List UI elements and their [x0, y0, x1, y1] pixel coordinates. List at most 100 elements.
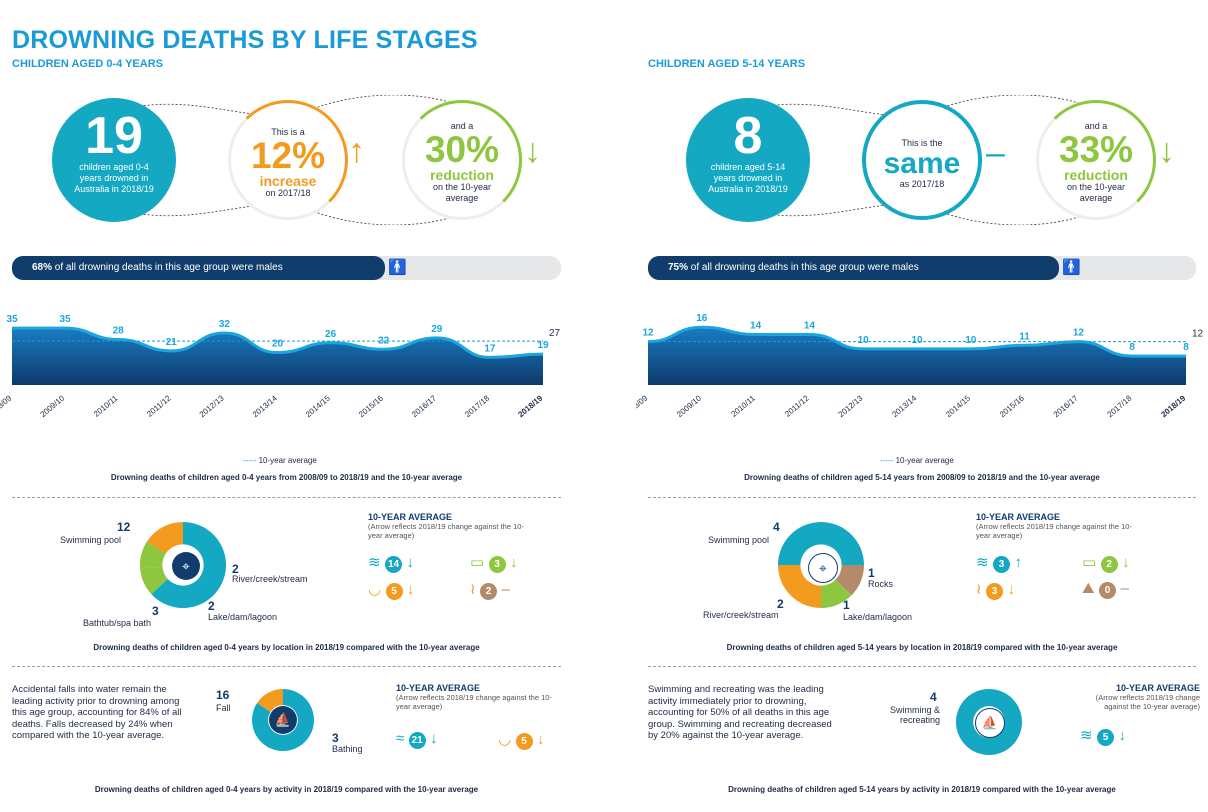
fall-icon: ≈ — [396, 730, 405, 747]
right-loc-river-value: 2 — [777, 597, 784, 611]
left-avg-intro: and a — [450, 121, 474, 131]
left-male-pct: 68% — [32, 262, 53, 273]
x-tick-label: 2011/12 — [783, 393, 811, 418]
right-location-donut — [778, 522, 864, 608]
left-act-avg-fall-value: 21 — [408, 732, 426, 749]
right-count-text: children aged 5-14 years drowned in Aust… — [708, 162, 788, 194]
left-loc-river-label: River/creek/stream — [232, 574, 308, 584]
right-loc-avg-rocks-arrow: – — [1120, 580, 1129, 597]
left-location-donut — [140, 522, 226, 608]
x-tick-label: 2008/09 — [0, 393, 14, 419]
right-legend: ----- 10-year average — [880, 456, 954, 465]
left-loc-avg-box: 10-YEAR AVERAGE (Arrow reflects 2018/19 … — [368, 512, 528, 540]
right-loc-avg-head: 10-YEAR AVERAGE — [976, 512, 1061, 522]
x-tick-label: 2010/11 — [92, 393, 120, 418]
left-activity-text: Accidental falls into water remain the l… — [12, 684, 182, 741]
right-avg-ref: on the 10-year average — [1066, 182, 1126, 203]
left-act-avg-fall-arrow: ↓ — [430, 730, 438, 747]
trend-area — [12, 328, 543, 385]
right-loc-avg-rocks-value: 0 — [1099, 582, 1117, 599]
right-avg-ring: and a 33% reduction on the 10-year avera… — [1036, 100, 1156, 220]
right-loc-avg-river-value: 3 — [986, 583, 1004, 600]
left-loc-avg-pool-arrow: ↓ — [406, 554, 414, 571]
data-label: 29 — [431, 324, 443, 335]
right-change-ring: This is the same as 2017/18 — [862, 100, 982, 220]
left-count-circle: 19 children aged 0-4 years drowned in Au… — [52, 98, 176, 222]
left-avg-ring: and a 30% reduction on the 10-year avera… — [402, 100, 522, 220]
x-tick-label: 2014/15 — [944, 393, 972, 419]
left-act-avg-bath-value: 5 — [515, 733, 533, 750]
right-act-avg-swim-arrow: ↓ — [1118, 727, 1126, 744]
left-act-avg-head: 10-YEAR AVERAGE — [396, 683, 481, 693]
right-divider-2 — [648, 666, 1196, 667]
pool-icon: ≋ — [976, 554, 989, 571]
left-loc-pool-label: Swimming pool — [60, 535, 122, 545]
left-loc-lake-value: 2 — [208, 599, 215, 613]
right-loc-rocks-value: 1 — [868, 566, 875, 580]
swim-icon: ≋ — [1080, 727, 1093, 744]
river-icon: ≀ — [470, 581, 476, 598]
left-connector-lines — [119, 95, 471, 225]
right-loc-avg-river-arrow: ↓ — [1007, 581, 1016, 598]
left-loc-bath-value: 3 — [152, 604, 159, 618]
donut-slice — [140, 541, 166, 569]
donut-slice — [140, 566, 168, 595]
data-label: 32 — [219, 319, 231, 330]
left-loc-avg-note: (Arrow reflects 2018/19 change against t… — [368, 522, 524, 540]
right-loc-avg-pool-value: 3 — [993, 556, 1011, 573]
right-loc-avg-item-pool: ≋ 3 ↑ — [976, 553, 1022, 573]
right-avg-value: 33% — [1058, 129, 1134, 170]
right-legend-label: 10-year average — [895, 456, 954, 465]
data-label: 10 — [911, 335, 923, 346]
right-trend-caption: Drowning deaths of children aged 5-14 ye… — [744, 473, 1100, 482]
right-loc-lake-value: 1 — [843, 598, 850, 612]
left-trend-caption: Drowning deaths of children aged 0-4 yea… — [110, 473, 463, 482]
right-male-text: of all drowning deaths in this age group… — [690, 262, 919, 273]
x-tick-label: 2012/13 — [837, 393, 865, 419]
data-label: 8 — [1183, 342, 1189, 353]
rocks-icon: ⛰ — [1082, 580, 1095, 597]
right-loc-pool-value: 4 — [773, 520, 780, 534]
right-act-avg-head: 10-YEAR AVERAGE — [1115, 683, 1200, 693]
data-label: 19 — [537, 340, 549, 351]
left-trend-chart: 27 35 35 28 21 32 20 26 22 29 17 19 2008/09 2009/10 20… — [0, 314, 561, 419]
data-label: 22 — [378, 335, 390, 346]
right-avg-word: reduction — [1064, 167, 1128, 183]
left-avg-value: 30% — [424, 129, 500, 170]
donut-slice — [778, 565, 821, 608]
left-loc-avg-pool-value: 14 — [385, 556, 403, 573]
donut-slice — [151, 522, 226, 608]
right-connector-lines — [745, 95, 1097, 225]
pool-icon: ≋ — [368, 554, 381, 571]
page-title: DROWNING DEATHS BY LIFE STAGES — [12, 26, 478, 54]
boat-icon: ⛵ — [975, 708, 1005, 738]
left-divider-2 — [12, 666, 561, 667]
right-male-bar: 75% of all drowning deaths in this age g… — [648, 256, 1196, 280]
right-loc-avg-lake-arrow: ↓ — [1122, 554, 1130, 571]
data-label: 12 — [642, 328, 654, 339]
x-tick-label: 2012/13 — [198, 393, 226, 419]
x-tick-label: 2013/14 — [251, 393, 279, 419]
x-tick-label: 2016/17 — [1052, 393, 1080, 419]
x-tick-label: 2014/15 — [304, 393, 332, 419]
x-tick-label: 2018/19 — [1159, 393, 1187, 419]
x-tick-label: 2016/17 — [410, 393, 438, 419]
left-loc-avg-river-arrow: – — [501, 581, 510, 598]
right-loc-avg-item-river: ≀ 3 ↓ — [976, 580, 1015, 600]
left-loc-avg-bath-value: 5 — [385, 583, 403, 600]
x-tick-label: 2015/16 — [998, 393, 1026, 419]
bathtub-icon: ◡ — [368, 581, 382, 598]
donut-slice — [956, 689, 1022, 755]
left-loc-avg-lake-value: 3 — [488, 556, 506, 573]
right-activity-donut — [956, 689, 1022, 755]
x-tick-label: 2010/11 — [729, 393, 757, 418]
donut-slice — [821, 579, 852, 608]
right-act-swim-label: Swimming & recreating — [889, 705, 940, 725]
river-icon: ≀ — [976, 581, 982, 598]
right-male-icon: 🚹 — [1062, 259, 1081, 276]
right-count: 8 — [733, 107, 763, 165]
right-avg-arrow-icon: ↓ — [1158, 132, 1175, 170]
data-label: 8 — [1129, 342, 1135, 353]
left-legend: ----- 10-year average — [243, 456, 317, 465]
x-tick-label: 2008/09 — [636, 393, 650, 419]
